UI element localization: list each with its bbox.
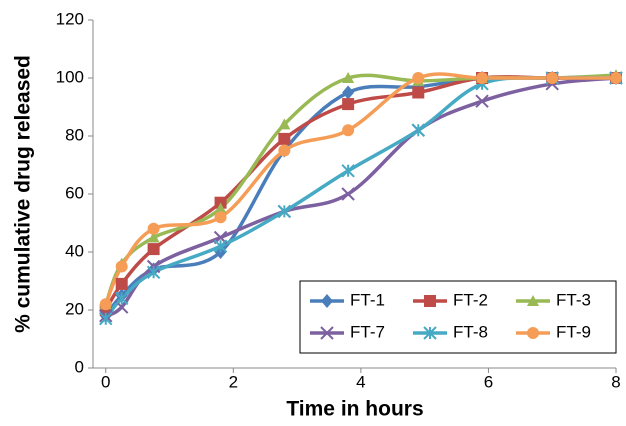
series-line <box>104 75 616 311</box>
y-tick-label: 100 <box>56 67 84 86</box>
marker <box>278 132 291 145</box>
y-tick-label: 80 <box>65 125 84 144</box>
y-tick-label: 40 <box>65 241 84 260</box>
x-tick-label: 8 <box>611 372 620 391</box>
y-tick-label: 120 <box>56 9 84 28</box>
legend-label: FT-7 <box>350 322 385 341</box>
series-line <box>104 73 617 305</box>
y-tick-label: 20 <box>65 299 84 318</box>
marker <box>213 239 228 253</box>
marker <box>114 291 129 306</box>
series-line <box>104 76 617 318</box>
legend-label: FT-2 <box>453 290 488 309</box>
marker <box>411 123 425 137</box>
marker <box>147 222 160 235</box>
marker <box>476 72 489 84</box>
series-line <box>104 72 616 305</box>
x-tick-label: 2 <box>229 372 238 391</box>
marker <box>412 72 425 84</box>
marker <box>214 202 227 214</box>
legend-marker <box>320 326 334 340</box>
legend-marker <box>321 294 333 308</box>
marker <box>341 187 355 201</box>
legend-label: FT-3 <box>556 290 591 309</box>
marker <box>341 164 355 178</box>
marker <box>610 72 622 84</box>
legend-box <box>299 280 617 354</box>
y-tick-label: 60 <box>65 183 84 202</box>
marker <box>214 211 227 224</box>
legend-marker <box>527 295 539 306</box>
marker <box>99 298 112 311</box>
marker <box>278 144 291 157</box>
marker <box>115 277 128 290</box>
y-axis-title: % cumulative drug released <box>12 55 35 333</box>
x-tick-label: 0 <box>101 372 110 391</box>
marker <box>278 118 291 130</box>
marker <box>475 94 489 108</box>
legend-label: FT-1 <box>350 290 385 309</box>
x-tick-label: 6 <box>484 372 493 391</box>
legend-marker <box>527 327 539 339</box>
series-line <box>104 75 616 317</box>
legend-label: FT-8 <box>453 322 488 341</box>
marker <box>115 260 128 273</box>
marker <box>342 98 355 111</box>
legend-marker <box>423 326 437 340</box>
marker <box>412 86 425 99</box>
marker <box>342 124 355 137</box>
x-tick-label: 4 <box>356 372 365 391</box>
marker <box>342 72 355 83</box>
marker <box>546 72 559 84</box>
legend-marker <box>424 295 436 307</box>
marker <box>146 265 161 280</box>
x-axis-title: Time in hours <box>286 398 423 421</box>
marker <box>147 231 160 243</box>
y-tick-label: 0 <box>75 357 84 376</box>
legend-label: FT-9 <box>556 322 591 341</box>
marker <box>147 243 160 256</box>
marker <box>99 311 113 326</box>
marker <box>342 85 355 100</box>
marker <box>277 204 292 219</box>
